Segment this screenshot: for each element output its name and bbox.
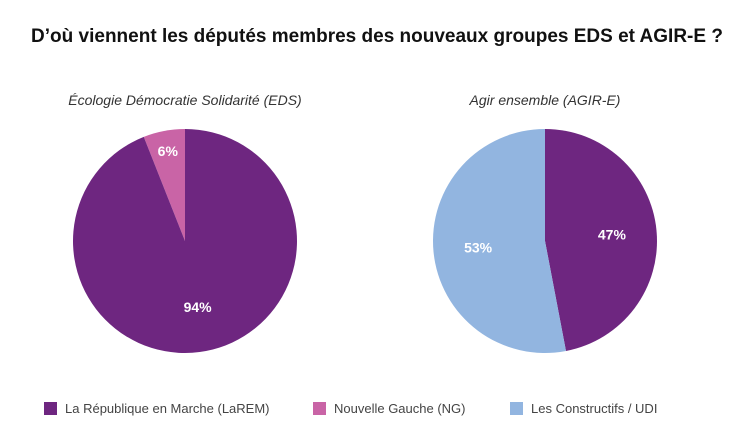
pie-slice <box>143 129 185 241</box>
pie-slice-label: 94% <box>184 299 213 315</box>
legend-item-larem: La République en Marche (LaREM) <box>44 401 270 416</box>
pie-slice <box>73 129 298 353</box>
legend-item-ng: Nouvelle Gauche (NG) <box>313 401 466 416</box>
pie-slice-label: 6% <box>158 143 179 159</box>
legend-swatch-udi <box>510 402 523 415</box>
legend-item-udi: Les Constructifs / UDI <box>510 401 657 416</box>
pie-title-agir: Agir ensemble (AGIR-E) <box>469 92 621 108</box>
legend-label: Nouvelle Gauche (NG) <box>334 401 466 416</box>
pie-slice-label: 47% <box>598 227 627 243</box>
pie-agir: 47% 53% <box>433 129 658 353</box>
pie-eds: 6% 94% <box>73 129 298 353</box>
chart-title: D’où viennent les députés membres des no… <box>31 26 723 47</box>
pie-slice <box>433 129 566 353</box>
pie-slice-label: 53% <box>464 239 493 255</box>
legend: La République en Marche (LaREM) Nouvelle… <box>0 401 754 421</box>
legend-label: La République en Marche (LaREM) <box>65 401 270 416</box>
legend-swatch-ng <box>313 402 326 415</box>
pie-slice <box>545 129 658 352</box>
legend-label: Les Constructifs / UDI <box>531 401 658 416</box>
pie-title-eds: Écologie Démocratie Solidarité (EDS) <box>68 92 302 108</box>
legend-swatch-larem <box>44 402 57 415</box>
